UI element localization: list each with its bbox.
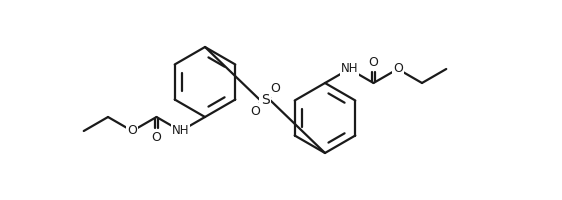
Text: S: S: [261, 93, 269, 107]
Text: O: O: [250, 105, 260, 118]
Text: O: O: [270, 82, 280, 95]
Text: NH: NH: [341, 62, 358, 75]
Text: O: O: [128, 124, 137, 138]
Text: O: O: [152, 131, 161, 144]
Text: O: O: [369, 56, 378, 69]
Text: NH: NH: [172, 124, 189, 138]
Text: O: O: [393, 62, 403, 75]
